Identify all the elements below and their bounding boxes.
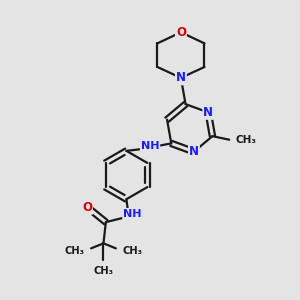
- Text: CH₃: CH₃: [235, 135, 256, 145]
- Text: CH₃: CH₃: [64, 246, 85, 256]
- Text: N: N: [203, 106, 213, 119]
- Text: N: N: [176, 71, 186, 84]
- Text: CH₃: CH₃: [122, 246, 142, 256]
- Text: O: O: [82, 201, 92, 214]
- Text: NH: NH: [123, 209, 142, 219]
- Text: CH₃: CH₃: [94, 266, 113, 276]
- Text: O: O: [176, 26, 186, 39]
- Text: N: N: [189, 145, 199, 158]
- Text: NH: NH: [141, 141, 159, 152]
